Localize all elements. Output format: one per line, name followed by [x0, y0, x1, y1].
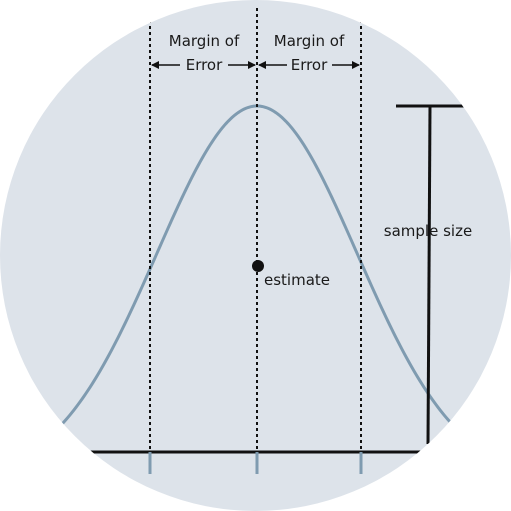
estimate-point	[252, 260, 264, 272]
moe-right-label-line1: Margin of	[274, 32, 345, 50]
sample-size-label: sample size	[384, 222, 472, 240]
distribution-curve	[58, 104, 462, 434]
moe-left-label-line2: Error	[186, 56, 223, 74]
sample-size-vertical	[426, 105, 432, 445]
moe-right-label-line2: Error	[291, 56, 328, 74]
estimate-label: estimate	[264, 271, 330, 289]
moe-left-label-line1: Margin of	[169, 32, 240, 50]
